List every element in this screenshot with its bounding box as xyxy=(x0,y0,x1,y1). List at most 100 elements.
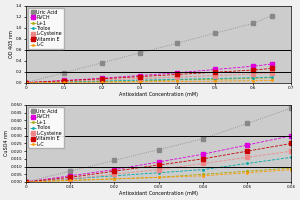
L-C xyxy=(214,80,217,82)
Uric Acid xyxy=(271,14,274,17)
Vitamin E xyxy=(290,142,293,145)
L+1 xyxy=(251,77,255,79)
L-Cysteine xyxy=(68,178,72,180)
RVCH xyxy=(100,77,103,79)
L+1 xyxy=(245,170,249,172)
Line: Vitamin E: Vitamin E xyxy=(24,66,274,85)
Trolox xyxy=(245,162,249,165)
Line: RVCH: RVCH xyxy=(24,62,274,85)
Uric Acid xyxy=(176,42,179,44)
Line: L-Cysteine: L-Cysteine xyxy=(24,71,274,85)
Vitamin E xyxy=(271,67,274,70)
Trolox xyxy=(24,81,28,84)
Line: L-Cysteine: L-Cysteine xyxy=(24,149,293,184)
L-Cysteine xyxy=(290,150,293,152)
Uric Acid xyxy=(245,122,249,125)
Line: L-C: L-C xyxy=(24,79,274,84)
Uric Acid xyxy=(24,181,28,183)
Vitamin E xyxy=(201,158,205,160)
Vitamin E xyxy=(214,71,217,73)
L-C xyxy=(251,80,255,82)
Uric Acid xyxy=(157,148,160,151)
Uric Acid xyxy=(290,107,293,109)
Vitamin E xyxy=(24,181,28,183)
Vitamin E xyxy=(176,73,179,76)
L+1 xyxy=(24,181,28,183)
L-C xyxy=(245,172,249,174)
L-C xyxy=(271,79,274,82)
Legend: Uric Acid, RVCH, L+1, Trolox, L-Cysteine, Vitamin E, L-C: Uric Acid, RVCH, L+1, Trolox, L-Cysteine… xyxy=(28,107,64,148)
L-C xyxy=(62,81,65,84)
Trolox xyxy=(214,77,217,80)
RVCH xyxy=(138,74,141,77)
L-C xyxy=(24,81,28,84)
Vitamin E xyxy=(245,150,249,152)
Line: L+1: L+1 xyxy=(24,167,293,183)
L-Cysteine xyxy=(251,73,255,75)
Y-axis label: OD 405 nm: OD 405 nm xyxy=(9,30,14,58)
Line: L+1: L+1 xyxy=(24,76,274,84)
L-Cysteine xyxy=(176,76,179,78)
L-Cysteine xyxy=(201,162,205,165)
Trolox xyxy=(176,78,179,81)
Uric Acid xyxy=(68,170,72,172)
RVCH xyxy=(201,153,205,155)
Uric Acid xyxy=(201,138,205,140)
RVCH xyxy=(112,168,116,171)
L-C xyxy=(138,81,141,83)
L+1 xyxy=(62,81,65,83)
L+1 xyxy=(100,80,103,83)
Vitamin E xyxy=(138,75,141,78)
L+1 xyxy=(24,81,28,84)
Uric Acid xyxy=(251,22,255,24)
Trolox xyxy=(112,175,116,177)
Line: Vitamin E: Vitamin E xyxy=(24,141,293,184)
L+1 xyxy=(112,178,116,180)
L+1 xyxy=(68,179,72,182)
L-C xyxy=(112,178,116,180)
Trolox xyxy=(201,168,205,171)
Y-axis label: CuSO4 nm: CuSO4 nm xyxy=(4,130,9,156)
Uric Acid xyxy=(138,52,141,54)
L+1 xyxy=(214,78,217,81)
L-C xyxy=(176,80,179,83)
Trolox xyxy=(271,76,274,78)
L+1 xyxy=(157,176,160,179)
L-Cysteine xyxy=(24,181,28,183)
L+1 xyxy=(176,79,179,81)
Line: L-C: L-C xyxy=(24,168,293,183)
Uric Acid xyxy=(24,81,28,84)
Uric Acid xyxy=(112,159,116,162)
L-Cysteine xyxy=(100,79,103,81)
Vitamin E xyxy=(112,170,116,172)
L-Cysteine xyxy=(214,74,217,77)
RVCH xyxy=(24,81,28,84)
L-Cysteine xyxy=(157,168,160,171)
L+1 xyxy=(290,167,293,169)
X-axis label: Antioxidant Concentration (mM): Antioxidant Concentration (mM) xyxy=(119,92,198,97)
L-C xyxy=(157,176,160,179)
Line: Uric Acid: Uric Acid xyxy=(24,13,274,85)
L-Cysteine xyxy=(271,72,274,74)
Line: Uric Acid: Uric Acid xyxy=(24,106,293,184)
Trolox xyxy=(62,81,65,83)
Trolox xyxy=(157,172,160,174)
RVCH xyxy=(251,65,255,67)
Uric Acid xyxy=(214,32,217,34)
L-C xyxy=(68,179,72,182)
Uric Acid xyxy=(100,62,103,64)
RVCH xyxy=(290,135,293,137)
L-C xyxy=(24,181,28,183)
L-Cysteine xyxy=(138,77,141,80)
Trolox xyxy=(251,77,255,79)
L-Cysteine xyxy=(24,81,28,84)
Line: Trolox: Trolox xyxy=(24,156,293,183)
Vitamin E xyxy=(100,78,103,80)
Trolox xyxy=(68,178,72,180)
Trolox xyxy=(138,79,141,81)
X-axis label: Antioxidant Concentration (mM): Antioxidant Concentration (mM) xyxy=(119,191,198,196)
Vitamin E xyxy=(157,164,160,166)
L-Cysteine xyxy=(112,173,116,175)
L+1 xyxy=(271,77,274,79)
Legend: Uric Acid, RVCH, L+1, Trolox, L-Cysteine, Vitamin E, L-C: Uric Acid, RVCH, L+1, Trolox, L-Cysteine… xyxy=(28,8,64,49)
